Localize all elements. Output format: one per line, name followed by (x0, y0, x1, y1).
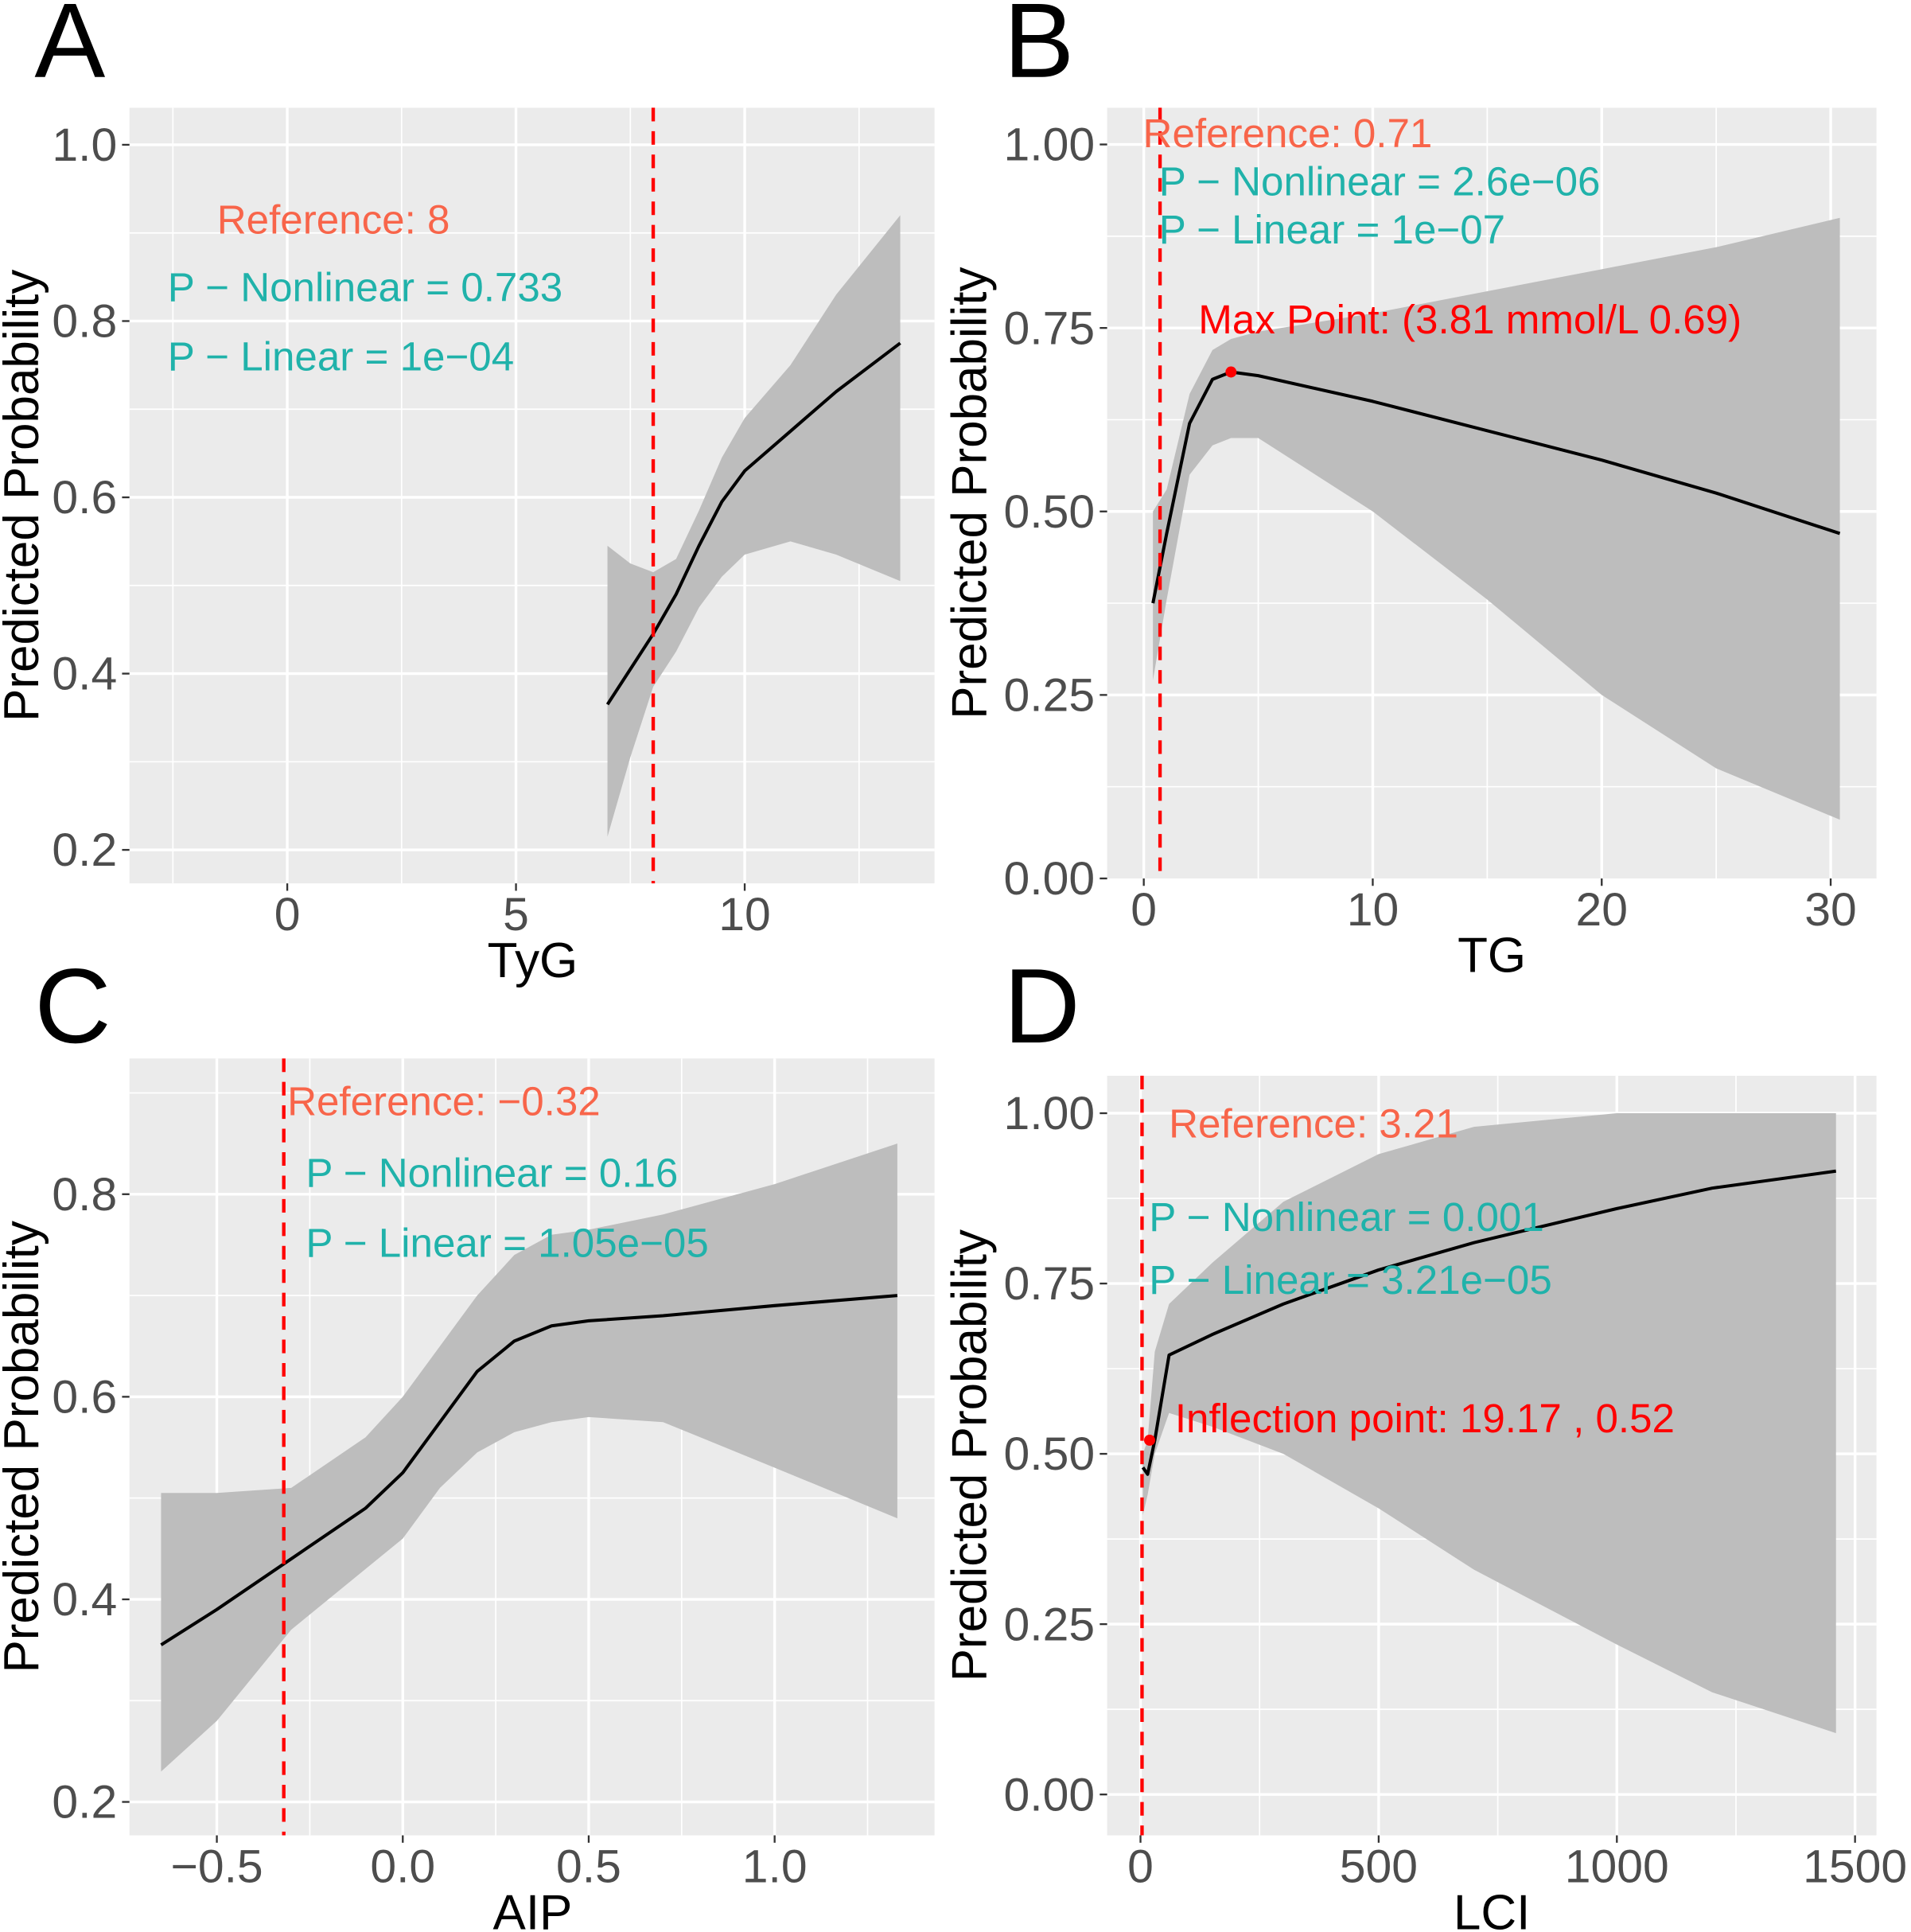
y-tick-label: 0.4 (52, 649, 117, 700)
x-tick-label: 1000 (1565, 1840, 1669, 1892)
confidence-ribbon (1153, 217, 1840, 820)
annotation-reference: Reference: 8 (217, 197, 450, 242)
x-tick-label: 0 (1131, 884, 1157, 936)
panel-B: 0 10 20 30 0.00 0.25 0.50 0.75 1.00 TG Predicted P… (943, 0, 1877, 984)
panel-letter: D (1003, 947, 1080, 1065)
x-tick-label: −0.5 (170, 1840, 263, 1892)
annotation-p-linear: P − Linear = 1e−07 (1159, 207, 1505, 252)
y-tick-label: 1.00 (1004, 1088, 1096, 1139)
annotation-p-nonlinear: P − Nonlinear = 0.733 (168, 265, 562, 310)
panel-letter: A (34, 0, 105, 100)
y-tick-label: 0.6 (52, 472, 117, 524)
y-tick-label: 1.0 (52, 119, 117, 171)
y-axis-title: Predicted Probability (0, 270, 49, 722)
spline-curve (1151, 370, 1841, 604)
panel-A: 0 5 10 0.2 0.4 0.6 0.8 1.0 TyG Predicted Probabil… (0, 0, 935, 988)
panel-letter: C (34, 947, 111, 1065)
panel-C: −0.5 0.0 0.5 1.0 0.2 0.4 0.6 0.8 AIP Predicted Pr… (0, 947, 935, 1932)
confidence-ribbon (607, 215, 901, 837)
x-tick-label: 10 (1347, 884, 1399, 936)
x-tick-label: 0.0 (370, 1840, 435, 1892)
x-tick-label: 500 (1340, 1840, 1418, 1892)
x-tick-label: 20 (1576, 884, 1629, 936)
annotation-p-nonlinear: P − Nonlinear = 0.16 (306, 1150, 678, 1195)
highlight-point (1144, 1434, 1155, 1446)
y-tick-label: 0.25 (1004, 670, 1096, 722)
y-tick-label: 0.50 (1004, 486, 1096, 538)
x-tick-label: 1.0 (742, 1840, 808, 1892)
y-axis-title: Predicted Probability (943, 267, 998, 719)
x-axis-title: AIP (493, 1885, 573, 1932)
y-tick-label: 0.8 (52, 1169, 117, 1221)
y-tick-label: 0.4 (52, 1574, 117, 1626)
annotation-reference: Reference: 3.21 (1169, 1100, 1458, 1146)
x-tick-label: 0 (1127, 1840, 1154, 1892)
annotation-p-nonlinear: P − Nonlinear = 2.6e−06 (1159, 158, 1601, 204)
y-tick-label: 0.75 (1004, 302, 1096, 354)
confidence-ribbon (161, 1143, 897, 1772)
x-tick-label: 5 (503, 889, 529, 941)
x-tick-label: 1500 (1803, 1840, 1907, 1892)
x-tick-label: 10 (718, 889, 771, 941)
panel-letter: B (1003, 0, 1074, 100)
panel-D: 0 500 1000 1500 0.00 0.25 0.50 0.75 1.00 LCI Predi… (943, 947, 1907, 1932)
confidence-ribbon (1142, 1113, 1836, 1734)
x-axis-title: TyG (488, 933, 578, 988)
annotation-reference: Reference: 0.71 (1143, 111, 1433, 156)
y-tick-label: 0.2 (52, 824, 117, 876)
y-tick-label: 0.00 (1004, 1769, 1096, 1821)
spline-curve (160, 1294, 898, 1646)
y-tick-label: 0.8 (52, 296, 117, 348)
x-tick-label: 30 (1804, 884, 1857, 936)
y-axis-title: Predicted Probability (0, 1221, 49, 1673)
annotation-reference: Reference: −0.32 (287, 1079, 601, 1124)
annotation-p-linear: P − Linear = 1.05e−05 (306, 1221, 708, 1266)
spline-curve (605, 341, 901, 706)
x-tick-label: 0 (274, 889, 301, 941)
y-tick-label: 0.00 (1004, 853, 1096, 905)
annotation-highlight: Inflection point: 19.17 , 0.52 (1175, 1396, 1675, 1441)
spline-curve (1141, 1169, 1836, 1476)
annotation-highlight: Max Point: (3.81 mmol/L 0.69) (1198, 297, 1742, 342)
x-axis-title: TG (1458, 929, 1526, 984)
annotation-p-linear: P − Linear = 3.21e−05 (1149, 1257, 1551, 1303)
y-axis-title: Predicted Probability (943, 1229, 998, 1681)
x-axis-title: LCI (1454, 1885, 1530, 1932)
y-tick-label: 0.25 (1004, 1599, 1096, 1650)
y-tick-label: 0.50 (1004, 1428, 1096, 1480)
highlight-point (1225, 366, 1237, 378)
annotation-p-linear: P − Linear = 1e−04 (168, 334, 514, 380)
y-tick-label: 0.75 (1004, 1258, 1096, 1310)
y-tick-label: 0.6 (52, 1372, 117, 1424)
x-tick-label: 0.5 (556, 1840, 621, 1892)
y-tick-label: 0.2 (52, 1777, 117, 1829)
annotation-p-nonlinear: P − Nonlinear = 0.001 (1149, 1194, 1543, 1240)
y-tick-label: 1.00 (1004, 119, 1096, 171)
